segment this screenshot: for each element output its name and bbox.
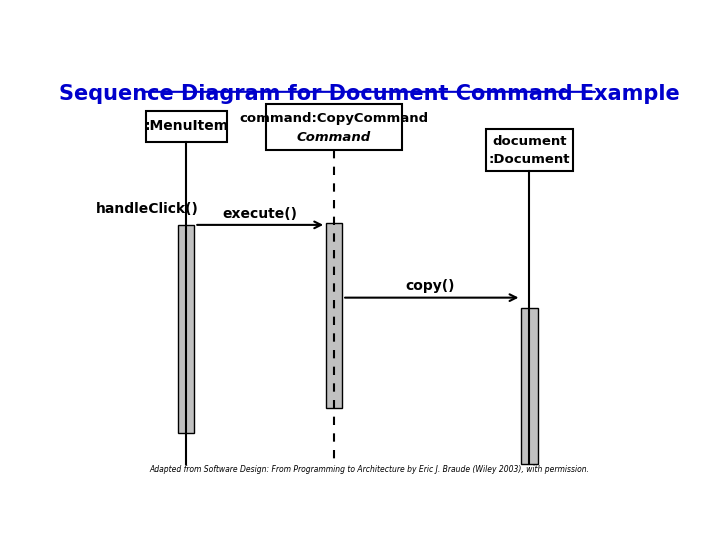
Bar <box>266 104 402 150</box>
Text: Command: Command <box>297 131 372 144</box>
Text: Sequence Diagram for Document Command Example: Sequence Diagram for Document Command Ex… <box>58 84 680 104</box>
Text: :MenuItem: :MenuItem <box>144 119 228 133</box>
Text: handleClick(): handleClick() <box>96 202 199 216</box>
Text: :Document: :Document <box>489 153 570 166</box>
Text: copy(): copy() <box>405 280 455 294</box>
Bar <box>145 111 227 141</box>
Bar <box>486 129 572 171</box>
Text: Sequence Diagram for Document –: Sequence Diagram for Document – <box>166 84 572 104</box>
Bar <box>521 308 538 464</box>
Text: execute(): execute() <box>222 207 297 221</box>
Bar <box>326 223 342 408</box>
Text: command:CopyCommand: command:CopyCommand <box>240 112 428 125</box>
Text: document: document <box>492 135 567 148</box>
Text: Adapted from Software Design: From Programming to Architecture by Eric J. Braude: Adapted from Software Design: From Progr… <box>149 465 589 474</box>
Bar <box>178 225 194 433</box>
